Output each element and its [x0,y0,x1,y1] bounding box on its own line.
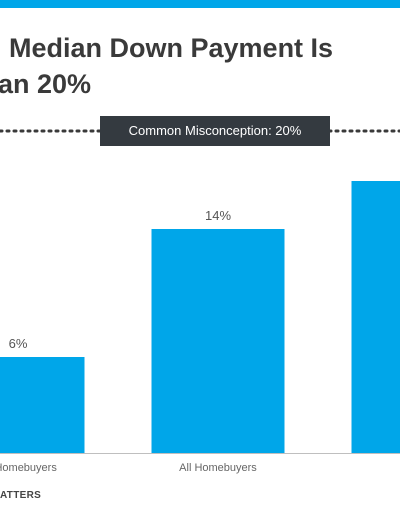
misconception-callout: Common Misconception: 20% [100,116,330,146]
bar-value-label-0: 6% [9,336,28,351]
bar-0 [0,357,85,453]
chart-title-line-1: Median Down Payment Is [9,33,334,63]
category-label-1: All Homebuyers [179,462,257,474]
footer-brand-text: ATTERS [0,490,42,501]
bar-value-label-1: 14% [205,208,231,223]
bar-1 [151,229,285,453]
chart-title: Median Down Payment Is an 20% [0,30,400,102]
chart-title-line-2: an 20% [0,69,92,99]
top-accent-bar [0,0,400,8]
bar-2 [351,181,400,453]
category-label-0: ne Homebuyers [0,462,57,474]
